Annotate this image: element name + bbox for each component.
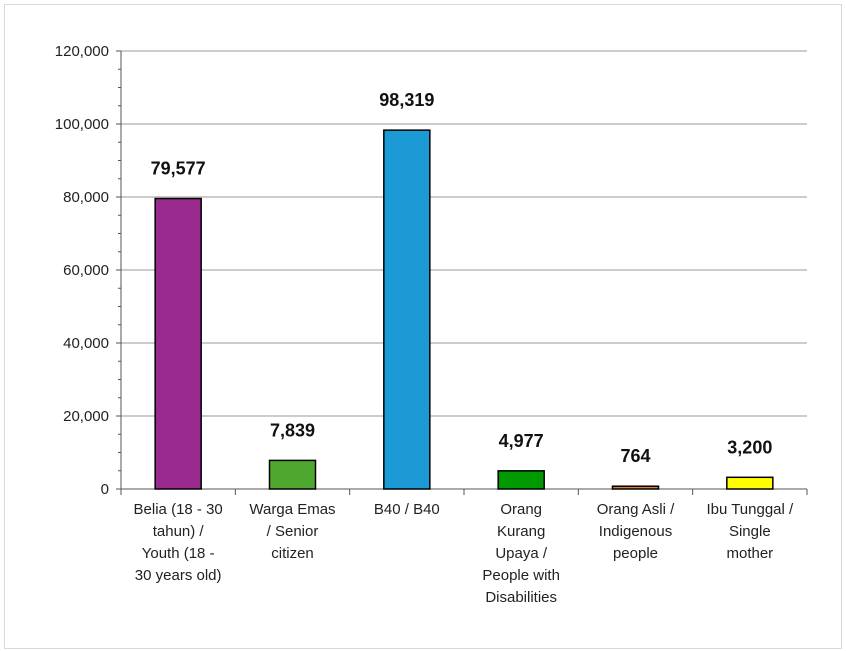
- category-label-line: People with: [482, 567, 560, 584]
- data-label: 4,977: [499, 431, 544, 451]
- bar: [383, 129, 431, 490]
- category-label-line: citizen: [271, 545, 314, 562]
- category-label-line: Orang Asli /: [597, 501, 675, 518]
- y-tick-label: 80,000: [63, 189, 109, 206]
- data-labels: 79,577 7,839 98,319 4,977 764 3,200: [151, 90, 773, 466]
- category-label: Warga Emas / Senior citizen: [249, 501, 335, 562]
- data-label: 7,839: [270, 420, 315, 440]
- bar: [497, 470, 545, 490]
- bar: [154, 197, 202, 490]
- category-label-line: Belia (18 - 30: [134, 501, 223, 518]
- category-label: Orang Asli / Indigenous people: [597, 501, 675, 562]
- bars: [154, 129, 774, 490]
- category-label: Orang Kurang Upaya / People with Disabilitie…: [482, 501, 560, 606]
- category-label-line: Ibu Tunggal /: [706, 501, 794, 518]
- y-axis: 0 20,000 40,000 60,000 80,000 100,000 120,000: [55, 43, 122, 498]
- y-tick-label: 100,000: [55, 116, 109, 133]
- category-label-line: people: [613, 545, 658, 562]
- y-tick-label: 60,000: [63, 262, 109, 279]
- bar: [611, 485, 660, 490]
- bar: [268, 459, 317, 490]
- category-label-line: Indigenous: [599, 523, 672, 540]
- data-label: 3,200: [727, 437, 772, 457]
- y-tick-label: 120,000: [55, 43, 109, 60]
- category-label-line: B40 / B40: [374, 501, 440, 518]
- category-label-line: Orang: [500, 501, 542, 518]
- data-label: 764: [620, 446, 650, 466]
- category-labels: Belia (18 - 30 tahun) / Youth (18 - 30 year…: [134, 501, 794, 606]
- data-label: 98,319: [379, 90, 434, 110]
- category-label-line: Single: [729, 523, 771, 540]
- category-label-line: mother: [726, 545, 773, 562]
- data-label: 79,577: [151, 159, 206, 179]
- y-tick-label: 40,000: [63, 335, 109, 352]
- category-label-line: / Senior: [267, 523, 319, 540]
- category-label-line: 30 years old): [135, 567, 222, 584]
- y-tick-label: 20,000: [63, 408, 109, 425]
- category-label: Ibu Tunggal / Single mother: [706, 501, 794, 562]
- category-label-line: Kurang: [497, 523, 545, 540]
- category-label-line: Disabilities: [485, 589, 557, 606]
- y-tick-label: 0: [101, 481, 109, 498]
- category-label: Belia (18 - 30 tahun) / Youth (18 - 30 year…: [134, 501, 223, 584]
- category-label-line: Upaya /: [495, 545, 548, 562]
- category-label-line: Youth (18 -: [142, 545, 215, 562]
- category-label: B40 / B40: [374, 501, 440, 518]
- category-label-line: Warga Emas: [249, 501, 335, 518]
- x-axis: [120, 488, 808, 495]
- bar: [726, 476, 774, 490]
- category-label-line: tahun) /: [153, 523, 205, 540]
- gridlines: [121, 50, 807, 417]
